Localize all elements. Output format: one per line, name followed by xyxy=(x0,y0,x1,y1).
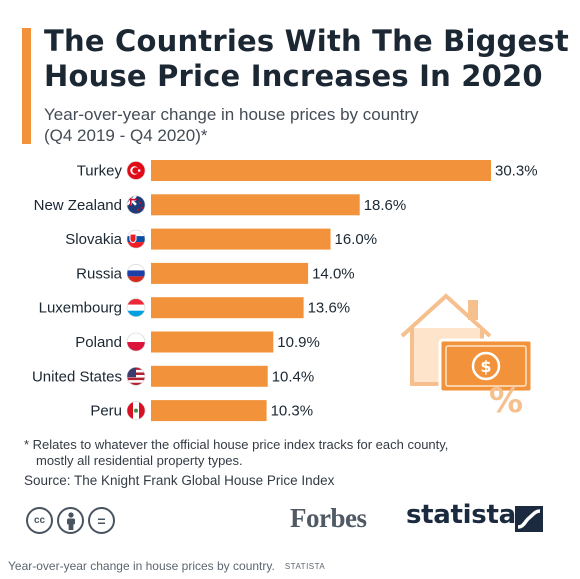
svg-text:$: $ xyxy=(480,357,491,376)
bar-row: Luxembourg 13.6% xyxy=(39,297,351,319)
bar-row: Russia 14.0% xyxy=(76,262,355,284)
data-label: 16.0% xyxy=(335,231,378,248)
page-title: The Countries With The Biggest House Pri… xyxy=(44,24,569,93)
title-accent-bar xyxy=(22,28,31,144)
bar xyxy=(151,331,274,353)
bar-row: United States 10.4% xyxy=(32,365,315,387)
svg-text:%: % xyxy=(489,381,523,421)
image-caption: Year-over-year change in house prices by… xyxy=(8,559,325,573)
bar xyxy=(151,228,331,250)
category-label: Russia xyxy=(76,265,123,282)
statista-mark-icon xyxy=(515,506,543,532)
data-label: 10.4% xyxy=(272,368,315,385)
data-label: 30.3% xyxy=(495,163,538,180)
bar-row: Peru 10.3% xyxy=(90,400,314,422)
infographic-card: The Countries With The Biggest House Pri… xyxy=(22,24,569,534)
bar xyxy=(151,160,491,181)
footnote: * Relates to whatever the official house… xyxy=(24,437,564,469)
bar xyxy=(151,400,267,422)
bar-row: New Zealand 18.6% xyxy=(34,194,407,216)
person-icon xyxy=(66,511,75,530)
bar xyxy=(151,194,360,216)
turkey-flag-icon xyxy=(126,161,146,180)
data-label: 14.0% xyxy=(312,265,355,282)
caption-text: Year-over-year change in house prices by… xyxy=(8,559,275,573)
bar xyxy=(151,297,304,319)
statista-logo[interactable]: statista xyxy=(406,500,516,530)
data-label: 10.9% xyxy=(277,334,320,351)
category-label: Peru xyxy=(90,403,122,420)
russia-flag-icon xyxy=(126,264,146,283)
forbes-logo[interactable]: Forbes xyxy=(290,503,367,533)
license-icons: cc = xyxy=(26,507,115,534)
footnote-line-1: * Relates to whatever the official house… xyxy=(24,437,449,452)
bar-row: Slovakia 16.0% xyxy=(65,228,378,250)
category-label: Slovakia xyxy=(65,231,122,248)
bar xyxy=(151,262,309,284)
bar-chart: $ % Turkey 30.3% New Zealand 18.6% Slovakia 1… xyxy=(32,160,538,422)
footnote-line-2: mostly all residential property types. xyxy=(36,453,243,468)
caption-credit: STATISTA xyxy=(284,562,326,571)
new-zealand-flag-icon xyxy=(126,195,146,215)
chart-subtitle: Year-over-year change in house prices by… xyxy=(44,104,564,146)
bar-row: Turkey 30.3% xyxy=(77,160,538,181)
slovakia-flag-icon xyxy=(126,229,146,249)
subtitle-line-2: (Q4 2019 - Q4 2020)* xyxy=(44,126,208,145)
category-label: United States xyxy=(32,368,122,385)
united-states-flag-icon xyxy=(126,367,146,386)
category-label: Luxembourg xyxy=(39,300,122,317)
data-label: 13.6% xyxy=(308,300,351,317)
data-label: 18.6% xyxy=(364,197,407,214)
category-label: Poland xyxy=(75,334,122,351)
luxembourg-flag-icon xyxy=(126,298,146,317)
peru-flag-icon xyxy=(126,401,146,420)
bar-row: Poland 10.9% xyxy=(75,331,320,353)
subtitle-line-1: Year-over-year change in house prices by… xyxy=(44,105,419,124)
creative-commons-icon[interactable]: cc xyxy=(26,507,53,534)
bar xyxy=(151,365,268,387)
source-text: Source: The Knight Frank Global House Pr… xyxy=(24,473,335,488)
category-label: Turkey xyxy=(77,163,123,180)
data-label: 10.3% xyxy=(271,403,314,420)
no-derivatives-icon[interactable]: = xyxy=(88,507,115,534)
poland-flag-icon xyxy=(126,332,146,352)
house-price-percent-icon: $ % xyxy=(400,293,534,421)
attribution-icon[interactable] xyxy=(57,507,84,534)
category-label: New Zealand xyxy=(34,197,122,214)
